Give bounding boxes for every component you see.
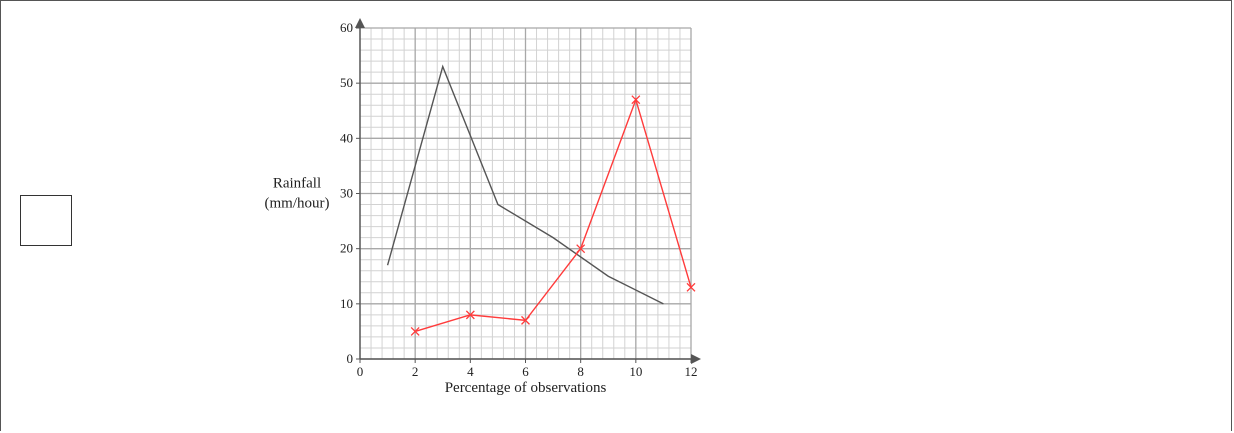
data-point-cross: [576, 244, 586, 254]
data-point-cross: [631, 95, 641, 105]
cross-stroke: [576, 244, 586, 254]
y-tick-label: 60: [340, 20, 353, 35]
cross-stroke: [686, 282, 696, 292]
x-tick-label: 8: [577, 364, 584, 379]
x-tick-label: 6: [522, 364, 529, 379]
axis-titles: Percentage of observations Rainfall (mm/ho…: [265, 176, 607, 397]
x-tick-label: 2: [412, 364, 419, 379]
y-tick-label: 40: [340, 130, 353, 145]
y-tick-label: 30: [340, 186, 353, 201]
x-tick-label: 10: [629, 364, 642, 379]
cross-stroke: [631, 95, 641, 105]
axes: [355, 18, 701, 364]
x-tick-label: 4: [467, 364, 474, 379]
cross-stroke: [521, 315, 530, 325]
y-tick-label: 0: [347, 351, 354, 366]
data-point-cross: [465, 310, 475, 320]
grid-major: [359, 27, 692, 360]
x-axis-arrow-icon: [691, 354, 701, 364]
series-layer: [386, 64, 696, 336]
data-point-cross: [410, 326, 420, 336]
y-axis-arrow-icon: [355, 18, 365, 28]
answer-checkbox[interactable]: [20, 195, 72, 246]
y-axis-title-line: (mm/hour): [265, 196, 330, 212]
x-tick-label: 0: [357, 364, 364, 379]
cross-stroke: [465, 310, 475, 320]
y-tick-label: 20: [340, 241, 353, 256]
tick-labels: 0 2 4 6 8 10 12 0 10 20 30 40 50 60: [340, 20, 698, 379]
y-tick-label: 10: [340, 296, 353, 311]
series-line-1: [386, 64, 664, 305]
x-tick-label: 12: [685, 364, 698, 379]
cross-stroke: [410, 326, 420, 336]
data-point-cross: [686, 282, 696, 292]
x-axis-title: Percentage of observations: [445, 380, 607, 396]
series-line-2: [414, 97, 692, 333]
y-axis-title-line: Rainfall: [273, 176, 321, 192]
data-point-cross: [521, 315, 530, 325]
y-tick-label: 50: [340, 75, 353, 90]
